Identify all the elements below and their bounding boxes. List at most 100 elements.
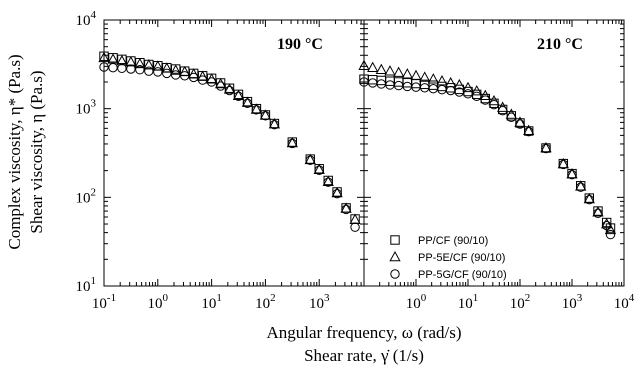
data-point — [153, 67, 163, 77]
data-point — [125, 56, 137, 67]
series-0-2 — [99, 62, 360, 232]
data-point — [453, 78, 465, 90]
data-point — [410, 69, 422, 81]
panel-title-210: 210 °C — [537, 36, 583, 53]
x-tick-label-0: 101 — [201, 292, 222, 312]
data-point — [242, 98, 253, 108]
data-point — [541, 143, 551, 154]
data-point — [567, 169, 577, 180]
x-tick-label-1: 100 — [406, 292, 427, 312]
data-point — [260, 111, 271, 121]
data-point — [497, 105, 508, 116]
data-point — [126, 64, 136, 74]
data-point — [117, 63, 127, 74]
data-point — [170, 64, 182, 75]
data-point — [286, 136, 298, 148]
data-point — [287, 138, 297, 149]
data-point — [575, 180, 587, 191]
data-point — [135, 65, 145, 75]
data-point — [445, 85, 456, 96]
data-point — [601, 217, 613, 229]
legend-item: PP-5G/CF (90/10) — [390, 269, 507, 281]
data-point — [584, 195, 594, 205]
data-point — [251, 105, 262, 115]
data-point — [350, 222, 360, 232]
data-point — [305, 155, 315, 165]
data-point — [367, 61, 379, 72]
x-axis-title-secondary-symbol: γ̇ — [380, 346, 390, 365]
data-point — [143, 59, 155, 70]
data-point — [179, 71, 190, 81]
data-point — [322, 175, 334, 187]
data-point — [196, 70, 209, 81]
data-point — [170, 70, 181, 80]
y-tick-label: 103 — [76, 98, 97, 118]
data-point — [313, 163, 325, 174]
data-point — [375, 63, 387, 75]
x-tick-label-0: 102 — [255, 292, 276, 312]
data-point — [583, 192, 595, 204]
data-point — [480, 95, 490, 105]
y-tick-label: 101 — [76, 275, 97, 295]
legend-marker-triangle — [389, 250, 401, 262]
data-point — [304, 153, 316, 165]
data-point — [472, 91, 482, 101]
data-point — [557, 157, 569, 169]
legend: PP/CF (90/10) PP-5E/CF (90/10) PP-5G/CF (9… — [389, 235, 507, 281]
data-point — [331, 186, 343, 198]
data-point — [215, 81, 226, 91]
x-tick-label-0: 100 — [148, 292, 169, 312]
x-axis-title-secondary-suffix: (1/s) — [389, 346, 424, 365]
legend-item: PP-5E/CF (90/10) — [389, 250, 505, 264]
data-point — [99, 62, 109, 72]
data-point — [108, 62, 118, 73]
tick-labels: 10-1 100 101 102 103 100 101 102 103 104 101 102 103… — [76, 9, 635, 312]
x-tick-label-1: 101 — [458, 292, 479, 312]
data-point — [233, 91, 244, 101]
y-tick-label: 104 — [76, 9, 97, 29]
data-point — [232, 89, 245, 101]
data-point — [268, 118, 281, 129]
data-point — [250, 103, 263, 114]
series-1-2 — [359, 77, 616, 240]
titles: Complex viscosity, η* (Pa.s) Shear visco… — [5, 36, 583, 365]
x-tick-label-1: 103 — [562, 292, 583, 312]
x-axis-title: Angular frequency, ω (rad/s) — [266, 323, 461, 342]
x-axis-title-secondary-prefix: Shear rate, — [304, 346, 381, 365]
data-point — [161, 62, 173, 73]
legend-label: PP-5E/CF (90/10) — [418, 252, 505, 264]
y-axis-title: Complex viscosity, η* (Pa.s) — [5, 54, 24, 249]
data-point — [341, 204, 351, 215]
data-point — [269, 119, 280, 130]
legend-item: PP/CF (90/10) — [390, 235, 488, 247]
data-point — [524, 126, 534, 137]
plot-area — [98, 19, 625, 287]
data-point — [188, 72, 199, 83]
data-point — [462, 81, 474, 93]
data-point — [601, 220, 612, 231]
data-point — [506, 112, 517, 122]
data-point — [162, 68, 172, 79]
data-point — [479, 89, 491, 101]
data-point — [206, 77, 217, 87]
data-point — [471, 85, 483, 96]
data-point — [393, 66, 405, 77]
data-point — [515, 119, 525, 129]
data-point — [144, 66, 154, 76]
y-axis-title-secondary: Shear viscosity, η (Pa.s) — [27, 70, 46, 233]
data-point — [523, 124, 535, 135]
data-point — [419, 71, 431, 82]
data-point — [179, 65, 191, 77]
data-point — [454, 87, 465, 97]
data-point — [605, 229, 616, 240]
data-point — [332, 188, 342, 199]
y-tick-label: 102 — [76, 186, 97, 206]
data-point — [224, 85, 235, 96]
data-point — [488, 94, 500, 106]
data-point — [323, 177, 333, 187]
panel-frame-1 — [363, 19, 625, 287]
data-point — [540, 141, 552, 153]
data-point — [259, 109, 272, 120]
data-point — [593, 208, 603, 219]
